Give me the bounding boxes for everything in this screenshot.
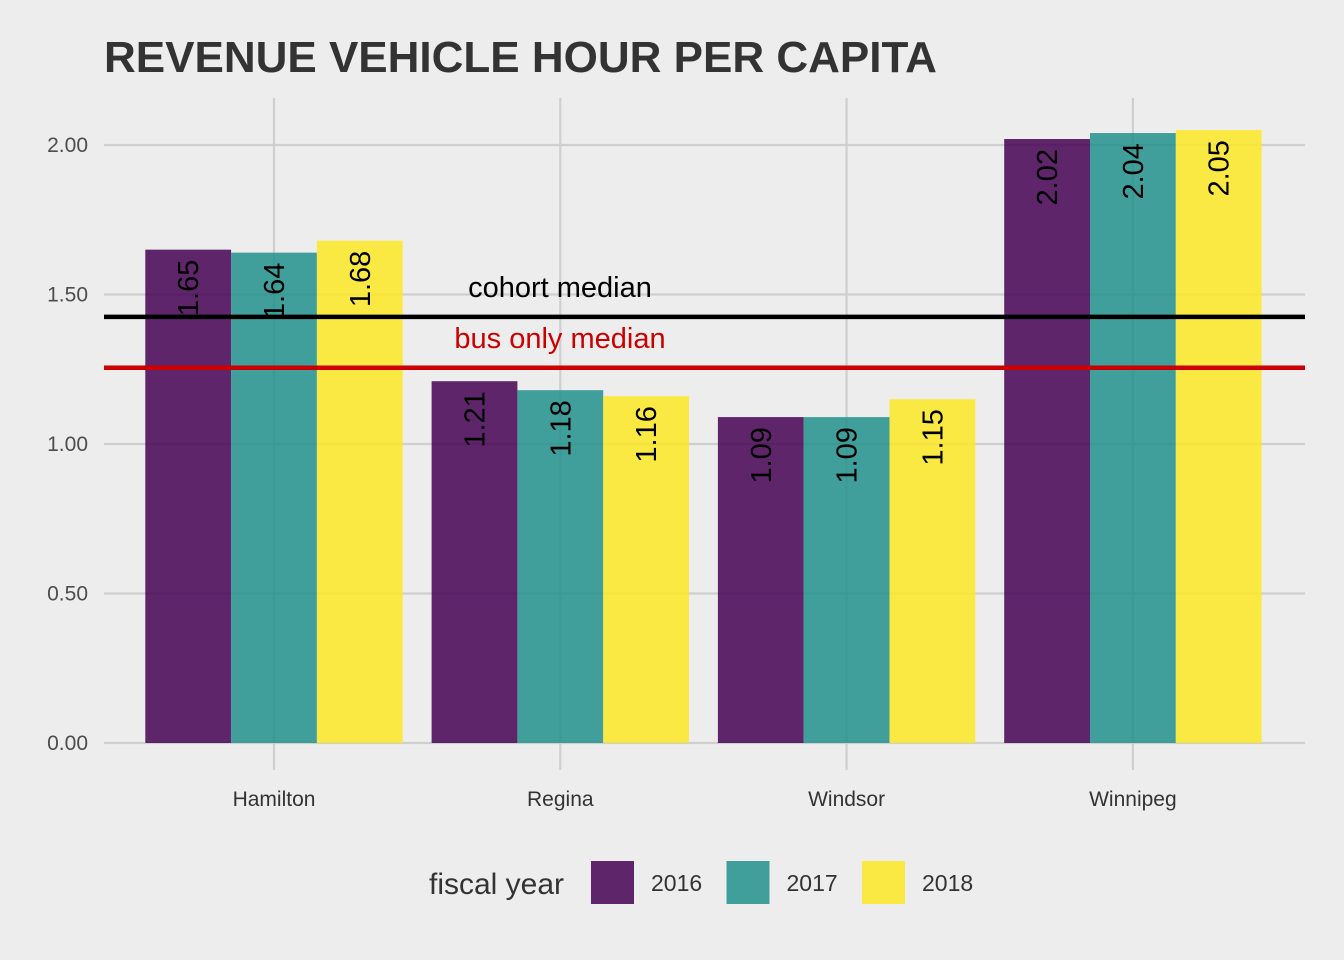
reference-lines: cohort median bus only median xyxy=(104,272,1305,371)
x-axis: Hamilton Regina Windsor Winnipeg xyxy=(233,788,1177,811)
bar-value-label: 1.15 xyxy=(917,409,949,465)
legend-label: 2017 xyxy=(787,870,838,896)
legend-title: fiscal year xyxy=(429,868,564,901)
y-tick-label: 1.00 xyxy=(47,433,88,456)
bar-value-label: 1.18 xyxy=(545,400,577,456)
bar xyxy=(1175,130,1262,744)
x-tick-label: Winnipeg xyxy=(1089,788,1177,811)
bar-value-label: 2.04 xyxy=(1118,143,1150,199)
reference-line-label: bus only median xyxy=(454,323,665,355)
bar xyxy=(517,390,604,743)
legend-key xyxy=(726,861,770,904)
bars xyxy=(145,130,1262,744)
bar-value-label: 1.68 xyxy=(345,251,377,307)
bar xyxy=(316,240,403,743)
x-tick-label: Regina xyxy=(527,788,594,811)
legend: fiscal year 2016 2017 2018 xyxy=(429,861,973,904)
y-axis: 0.00 0.50 1.00 1.50 2.00 xyxy=(47,134,88,755)
bar xyxy=(889,399,976,743)
y-tick-label: 2.00 xyxy=(47,134,88,157)
y-tick-label: 0.50 xyxy=(47,583,88,606)
x-tick-label: Windsor xyxy=(808,788,885,811)
reference-line-label: cohort median xyxy=(468,272,652,304)
bar-value-label: 1.64 xyxy=(259,263,291,319)
bar xyxy=(1090,133,1176,744)
bar xyxy=(803,417,890,743)
legend-key xyxy=(862,861,905,904)
bar xyxy=(717,417,804,743)
y-tick-label: 1.50 xyxy=(47,284,88,307)
bar xyxy=(1004,139,1090,743)
bar-labels: 1.65 1.21 1.09 2.02 1.64 1.18 1.09 2.04 1.68 1.16… xyxy=(173,140,1236,483)
bar-value-label: 2.05 xyxy=(1204,140,1236,196)
chart-title: REVENUE VEHICLE HOUR PER CAPITA xyxy=(104,33,937,82)
bar-value-label: 1.16 xyxy=(631,406,663,462)
x-tick-label: Hamilton xyxy=(233,788,316,811)
bar-value-label: 1.65 xyxy=(173,260,205,316)
bar xyxy=(603,396,689,743)
bar xyxy=(145,249,232,743)
bar-value-label: 2.02 xyxy=(1032,149,1064,205)
legend-label: 2016 xyxy=(651,870,702,896)
bar xyxy=(431,381,518,743)
bar-value-label: 1.21 xyxy=(460,391,492,447)
y-tick-label: 0.00 xyxy=(47,732,88,755)
legend-label: 2018 xyxy=(922,870,973,896)
bar-value-label: 1.09 xyxy=(832,427,864,483)
legend-key xyxy=(591,861,634,904)
bar-value-label: 1.09 xyxy=(746,427,778,483)
bar xyxy=(231,252,317,743)
